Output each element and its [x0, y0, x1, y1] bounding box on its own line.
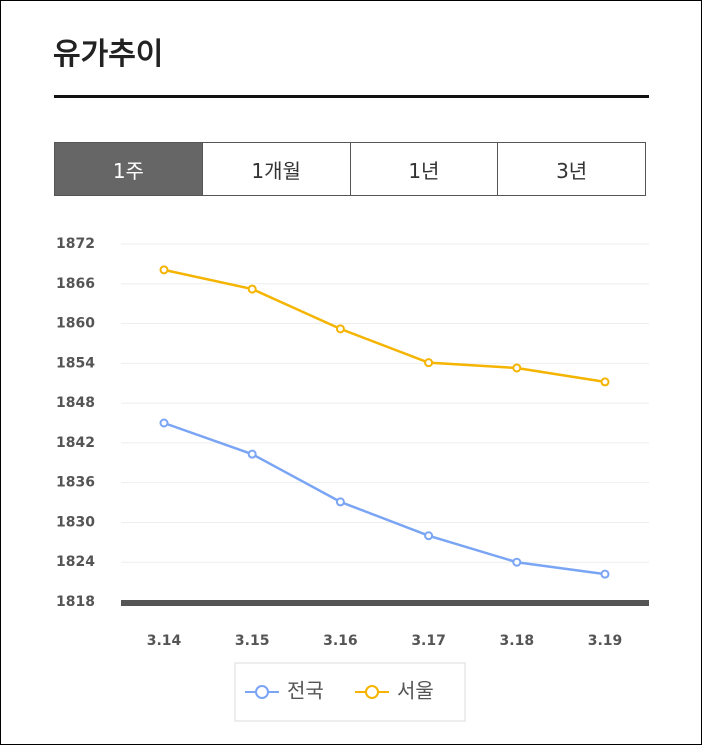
legend-marker	[365, 685, 379, 699]
x-tick-label: 3.15	[235, 633, 270, 649]
y-tick-label: 1860	[56, 316, 95, 332]
data-point	[512, 557, 522, 567]
data-point	[600, 569, 610, 579]
period-tab[interactable]: 1개월	[201, 143, 350, 195]
x-tick-label: 3.16	[323, 633, 358, 649]
y-tick-label: 1818	[56, 594, 95, 610]
series-line	[163, 268, 606, 384]
legend: 전국 서울	[234, 662, 466, 722]
page-title: 유가추이	[53, 37, 164, 72]
x-tick-label: 3.18	[500, 633, 535, 649]
y-tick-label: 1836	[56, 475, 95, 491]
title-rule	[54, 95, 649, 98]
period-tab[interactable]: 3년	[497, 143, 645, 195]
data-point	[424, 531, 434, 541]
y-tick-label: 1830	[56, 514, 95, 530]
data-point	[159, 265, 169, 275]
y-tick-label: 1842	[56, 435, 95, 451]
period-tab[interactable]: 1주	[55, 143, 202, 195]
y-tick-label: 1854	[56, 355, 95, 371]
y-tick-label: 1824	[56, 554, 95, 570]
data-point	[335, 324, 345, 334]
data-point	[600, 377, 610, 387]
legend-label: 전국	[287, 679, 324, 703]
data-point	[512, 363, 522, 373]
legend-marker	[255, 685, 269, 699]
data-point	[335, 497, 345, 507]
x-tick-label: 3.17	[411, 633, 446, 649]
series-line	[163, 421, 606, 576]
x-tick-label: 3.14	[147, 633, 182, 649]
y-tick-label: 1872	[56, 236, 95, 252]
legend-label: 서울	[397, 679, 434, 703]
x-tick-label: 3.19	[588, 633, 623, 649]
y-tick-label: 1866	[56, 276, 95, 292]
period-tab[interactable]: 1년	[349, 143, 498, 195]
data-point	[159, 418, 169, 428]
data-point	[424, 358, 434, 368]
y-tick-label: 1848	[56, 395, 95, 411]
data-point	[247, 284, 257, 294]
data-point	[247, 449, 257, 459]
x-axis-bar	[121, 600, 649, 606]
period-tabs: 1주 1개월 1년 3년	[54, 142, 646, 196]
